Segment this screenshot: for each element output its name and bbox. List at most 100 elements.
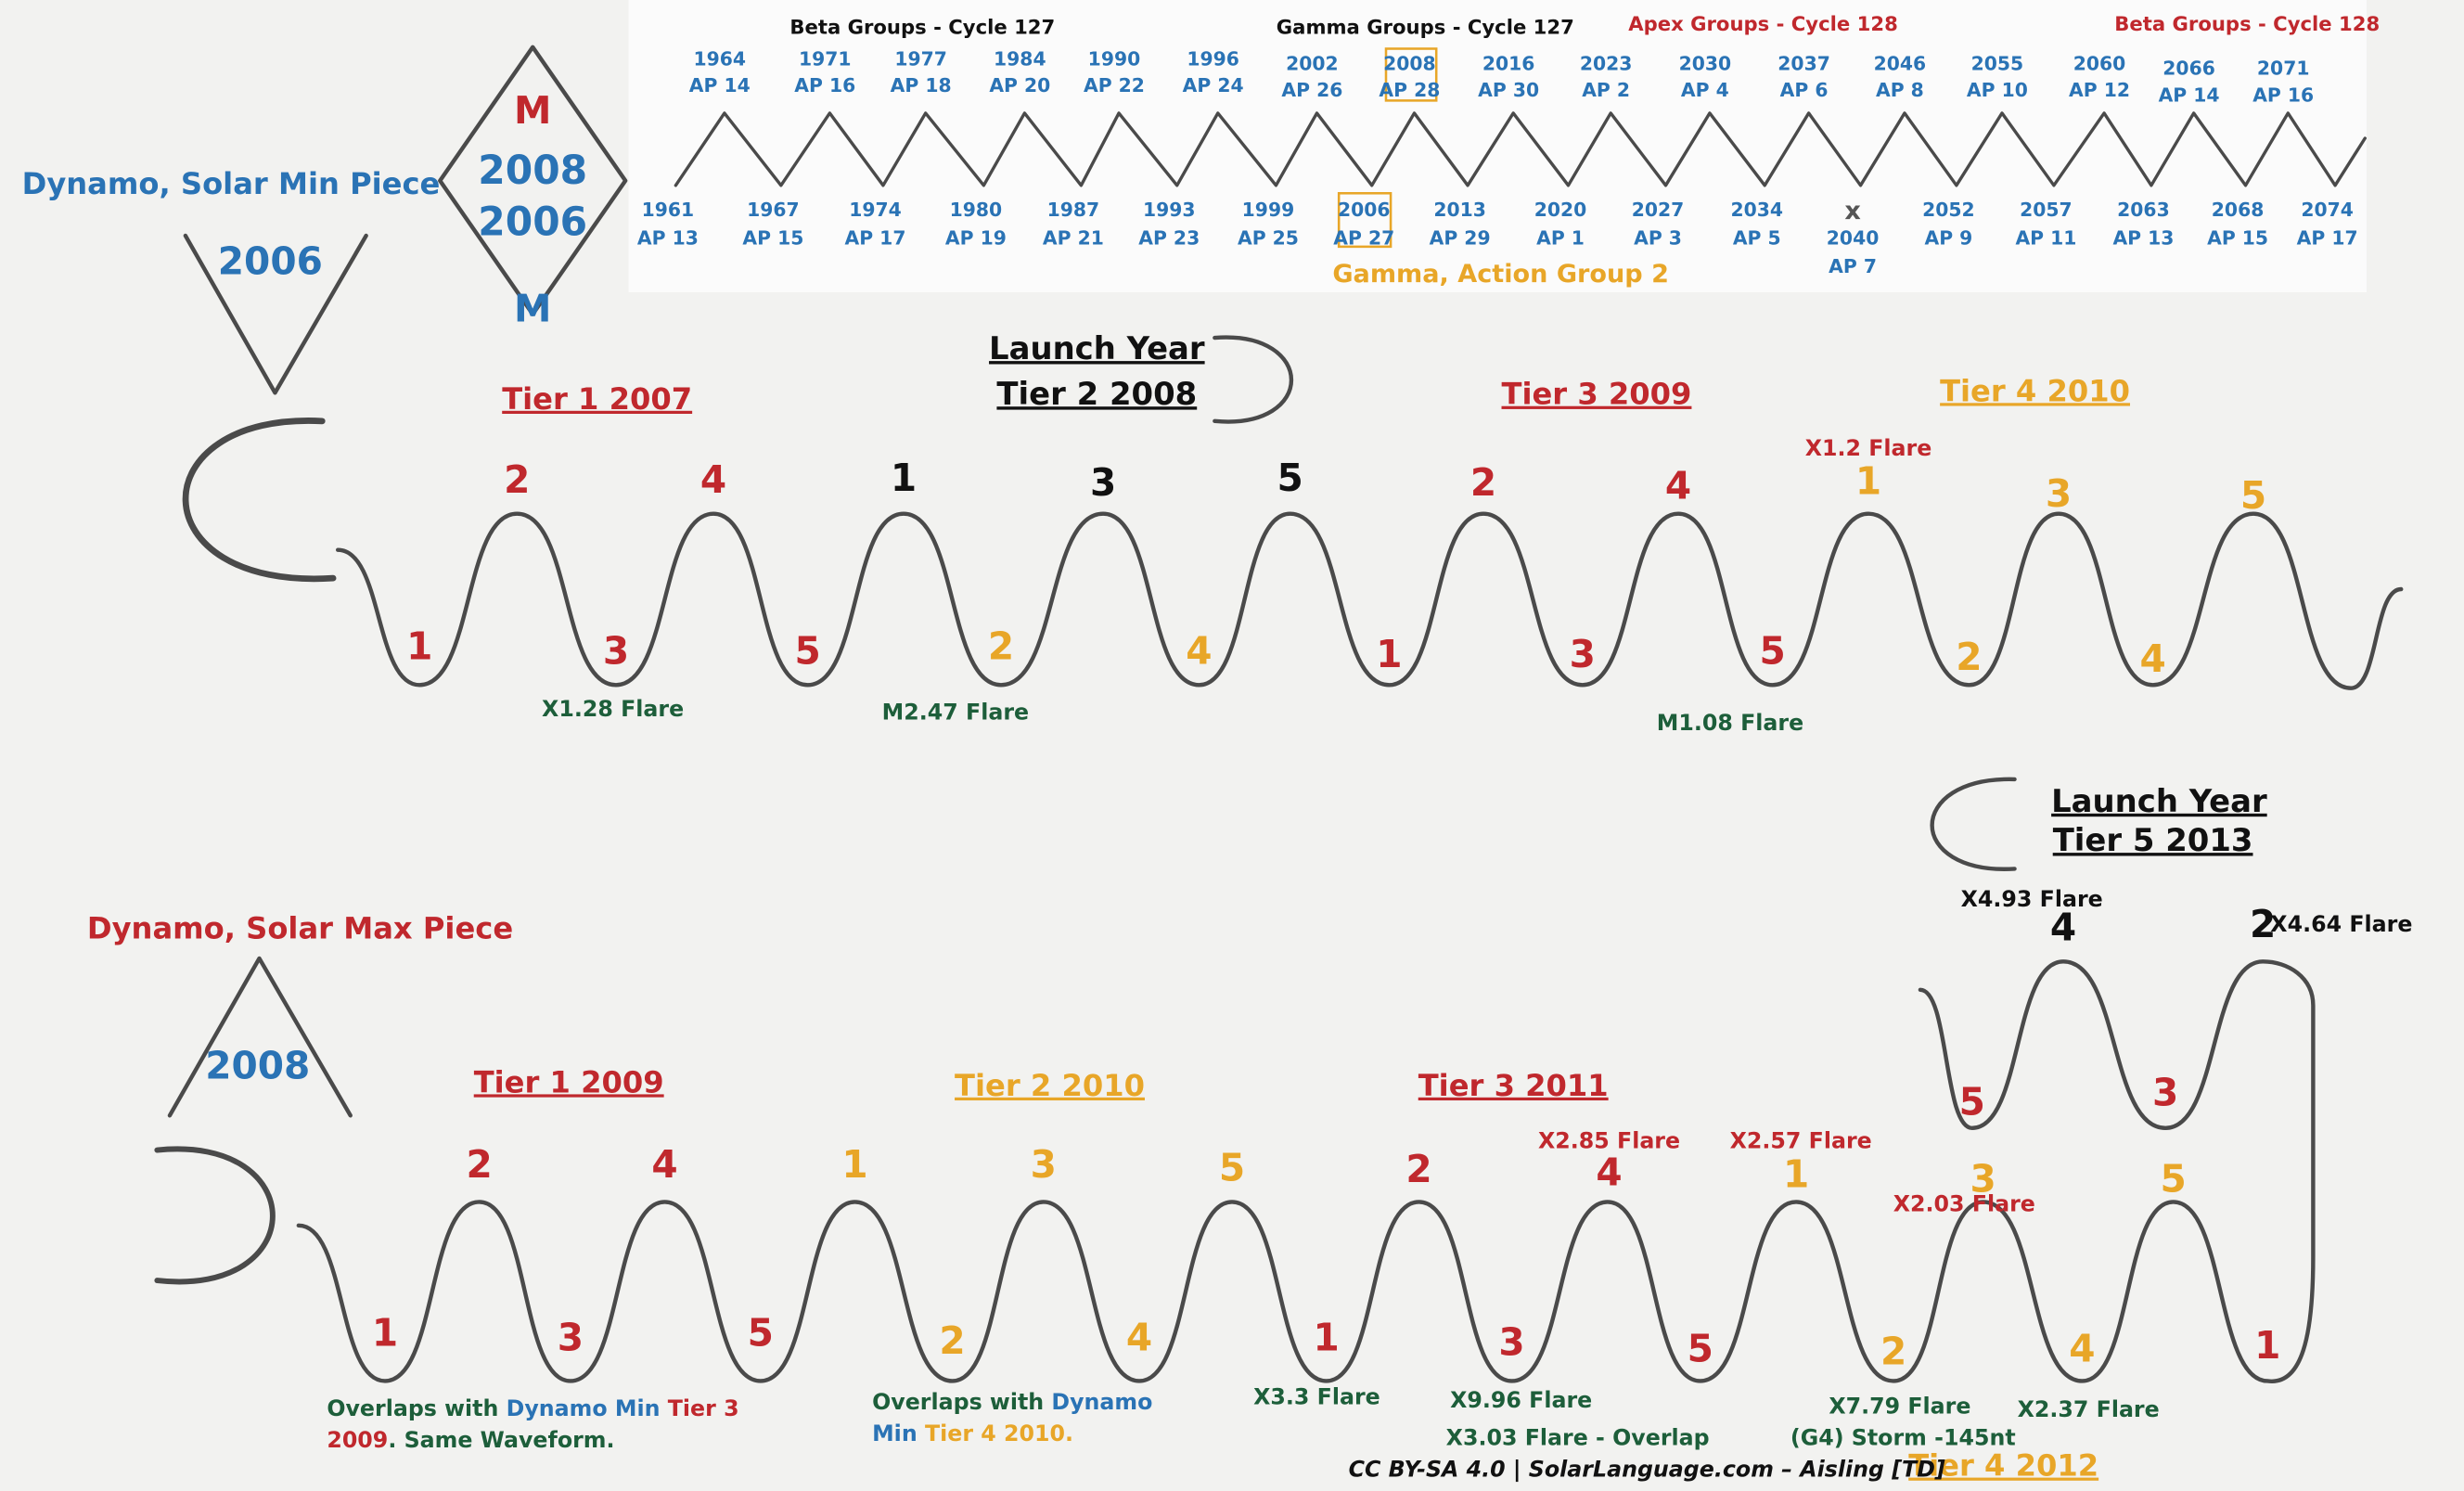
note-segment: 2009 bbox=[327, 1426, 388, 1452]
wave-label: 3 bbox=[1498, 1320, 1524, 1365]
trough-year: 2013 bbox=[1433, 199, 1486, 221]
peak-year: 1990 bbox=[1088, 47, 1141, 70]
peak-year: 1996 bbox=[1187, 47, 1239, 70]
peak-group: AP 4 bbox=[1681, 79, 1729, 101]
diamond-year: 2008 bbox=[478, 148, 587, 193]
note-segment: Overlaps with bbox=[327, 1395, 506, 1420]
highlight-box bbox=[1384, 47, 1438, 102]
peak-group: AP 6 bbox=[1780, 79, 1829, 101]
note-line: 2009. Same Waveform. bbox=[327, 1426, 614, 1452]
wave-label: 1 bbox=[1313, 1315, 1339, 1359]
peak-group: AP 2 bbox=[1582, 79, 1630, 101]
peak-group: AP 20 bbox=[989, 74, 1050, 96]
note-segment: Tier 4 2010. bbox=[918, 1420, 1073, 1446]
wave-label: 3 bbox=[2046, 471, 2072, 516]
diamond-label: M bbox=[514, 88, 551, 133]
symbol-year: 2006 bbox=[218, 238, 323, 283]
peak-group: AP 16 bbox=[794, 74, 855, 96]
tier-label: Tier 2 2010 bbox=[955, 1068, 1145, 1103]
note-segment: . Same Waveform. bbox=[388, 1426, 614, 1452]
note-segment: Min bbox=[872, 1420, 918, 1446]
peak-group: AP 14 bbox=[689, 74, 751, 96]
wave-label: 5 bbox=[1760, 628, 1786, 673]
tier-label: Tier 1 2007 bbox=[502, 381, 692, 417]
wave-label: 5 bbox=[1277, 456, 1303, 500]
trough-group: AP 21 bbox=[1043, 226, 1104, 249]
wave-label: 1 bbox=[1855, 459, 1881, 504]
note-line: Overlaps with Dynamo Min Tier 3 bbox=[327, 1395, 738, 1420]
wave-label: 3 bbox=[1570, 632, 1596, 676]
peak-year: 1971 bbox=[799, 47, 852, 70]
flare-label: X3.3 Flare bbox=[1253, 1384, 1380, 1410]
wave-label: 4 bbox=[651, 1142, 677, 1187]
flare-label: (G4) Storm -145nt bbox=[1790, 1425, 2016, 1451]
trough-group: AP 15 bbox=[742, 226, 803, 249]
trough-year: 2057 bbox=[2020, 199, 2073, 221]
trough-year: 2006 bbox=[1338, 199, 1391, 221]
trough-year: 1967 bbox=[747, 199, 800, 221]
wave-label: 5 bbox=[1688, 1326, 1713, 1370]
trough-group: AP 17 bbox=[2297, 226, 2358, 249]
peak-year: 2002 bbox=[1286, 52, 1339, 74]
flare-label: X3.03 Flare - Overlap bbox=[1446, 1425, 1710, 1451]
wave-label: 5 bbox=[795, 628, 821, 673]
wave-label: 3 bbox=[2152, 1070, 2178, 1114]
peak-year: 2016 bbox=[1482, 52, 1535, 74]
timeline-header: Beta Groups - Cycle 128 bbox=[2114, 12, 2380, 35]
flare-label: X2.85 Flare bbox=[1538, 1128, 1680, 1154]
peak-year: 2008 bbox=[1383, 52, 1436, 74]
trough-group: AP 5 bbox=[1733, 226, 1781, 249]
flare-label: X7.79 Flare bbox=[1829, 1394, 1970, 1420]
peak-group: AP 10 bbox=[1967, 79, 2028, 101]
peak-group: AP 14 bbox=[2159, 84, 2220, 106]
peak-group: AP 24 bbox=[1183, 74, 1244, 96]
wave-label: 2 bbox=[466, 1142, 492, 1187]
wave-label: 4 bbox=[2139, 636, 2165, 681]
peak-year: 2030 bbox=[1679, 52, 1732, 74]
waveform bbox=[335, 511, 2404, 690]
trough-group: AP 13 bbox=[637, 226, 699, 249]
note-segment: Dynamo bbox=[1051, 1389, 1152, 1415]
min-open-arc bbox=[182, 418, 337, 583]
highlight-box bbox=[1337, 192, 1392, 249]
peak-year: 2046 bbox=[1874, 52, 1927, 74]
wave-label: 3 bbox=[1090, 460, 1116, 505]
wave-label: 2 bbox=[1405, 1147, 1431, 1191]
wave-label: 5 bbox=[2160, 1156, 2186, 1201]
peak-group: AP 12 bbox=[2069, 79, 2130, 101]
wave-label: 4 bbox=[1126, 1315, 1152, 1359]
wave-label: 2 bbox=[1470, 460, 1496, 505]
trough-mark: x bbox=[1844, 197, 1861, 225]
trough-year: 2020 bbox=[1534, 199, 1587, 221]
wave-label: 1 bbox=[372, 1310, 398, 1355]
peak-year: 2023 bbox=[1580, 52, 1633, 74]
trough-group: AP 29 bbox=[1430, 226, 1491, 249]
tier-label: Tier 3 2009 bbox=[1502, 377, 1692, 412]
waveform bbox=[296, 959, 2316, 1383]
trough-year: 2063 bbox=[2117, 199, 2170, 221]
launch-tier: Tier 5 2013 bbox=[2053, 822, 2253, 858]
peak-group: AP 22 bbox=[1084, 74, 1145, 96]
trough-year: 1974 bbox=[849, 199, 902, 221]
note-segment: Overlaps with bbox=[872, 1389, 1051, 1415]
wave-label: 2 bbox=[939, 1318, 965, 1363]
flare-label: X4.64 Flare bbox=[2270, 911, 2412, 937]
wave-label: 2 bbox=[504, 457, 530, 502]
trough-year: 2052 bbox=[1922, 199, 1975, 221]
wave-label: 5 bbox=[1959, 1079, 1985, 1124]
timeline-note: Gamma, Action Group 2 bbox=[1332, 260, 1669, 289]
tier-label: Tier 3 2011 bbox=[1418, 1068, 1609, 1103]
peak-group: AP 28 bbox=[1379, 79, 1440, 101]
peak-year: 2060 bbox=[2073, 52, 2126, 74]
trough-year: 1980 bbox=[950, 199, 1003, 221]
wave-label: 4 bbox=[1596, 1150, 1622, 1195]
note-segment: Dynamo Min bbox=[507, 1395, 661, 1420]
note-segment: Tier 3 bbox=[661, 1395, 739, 1420]
wave-label: 4 bbox=[2050, 905, 2076, 949]
trough-group: AP 19 bbox=[945, 226, 1007, 249]
trough-year: 1961 bbox=[642, 199, 695, 221]
wave-label: 5 bbox=[748, 1310, 774, 1355]
wave-label: 4 bbox=[2069, 1326, 2095, 1370]
